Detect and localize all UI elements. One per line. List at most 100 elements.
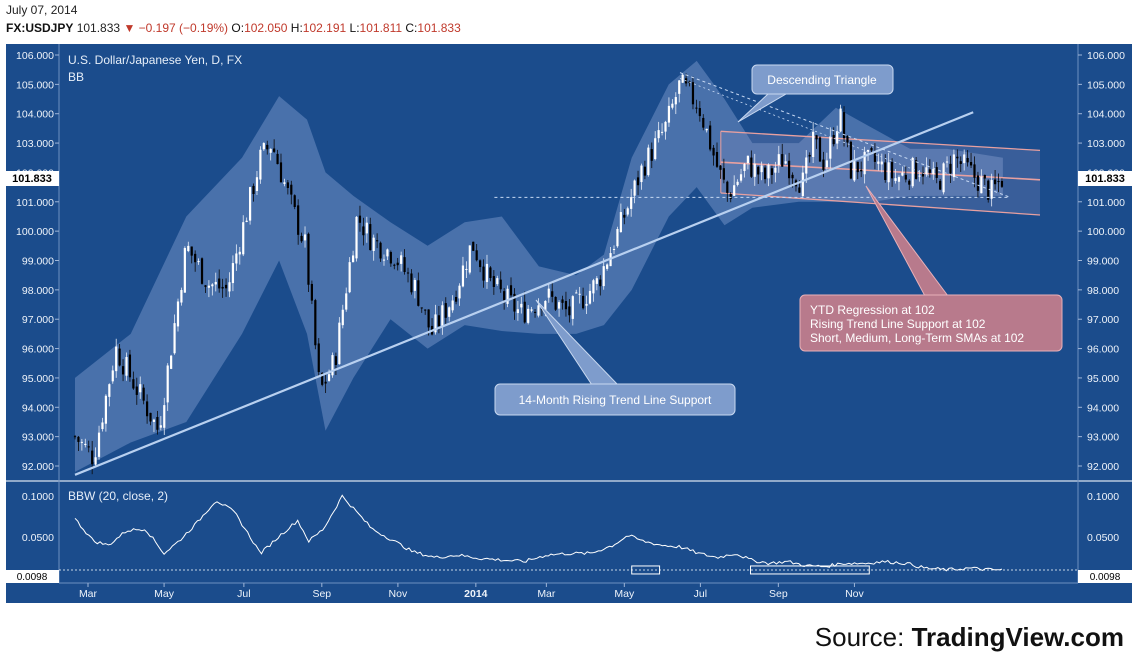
candle-body: [293, 195, 296, 208]
candle-body: [932, 169, 935, 175]
candle-body: [547, 288, 550, 298]
y-tick-label-left: 101.000: [16, 197, 54, 209]
candle-body: [822, 159, 825, 170]
candle-body: [784, 161, 787, 164]
candle-body: [533, 311, 537, 313]
candle-body: [554, 296, 557, 310]
candle-body: [321, 372, 324, 385]
candle-body: [757, 166, 760, 175]
candle-body: [818, 137, 822, 162]
candle-body: [626, 208, 629, 215]
candle-body: [417, 280, 420, 306]
candle-body: [91, 450, 94, 465]
candle-body: [400, 255, 403, 264]
candle-body: [681, 74, 684, 83]
callout-rising-trend[interactable]: 14-Month Rising Trend Line Support: [494, 299, 736, 416]
candle-body: [770, 168, 774, 176]
y-tick-label-right: 93.000: [1087, 432, 1119, 444]
symbol[interactable]: FX:USDJPY: [6, 21, 74, 35]
candle-body: [444, 303, 447, 318]
candle-body: [987, 180, 990, 200]
price-change: ▼ −0.197 (−0.19%): [123, 21, 229, 35]
candle-body: [362, 226, 365, 236]
candle-body: [125, 357, 128, 376]
y-tick-label-left: 99.000: [22, 256, 54, 268]
candle-body: [111, 370, 114, 382]
candle-body: [949, 163, 952, 174]
candle-body: [870, 148, 873, 151]
candle-body: [190, 246, 193, 256]
candle-body: [97, 432, 101, 457]
candle-body: [633, 180, 636, 196]
candle-body: [575, 292, 578, 294]
candle-body: [750, 157, 753, 177]
candle-body: [736, 181, 739, 185]
candle-body: [678, 80, 681, 94]
candle-body: [297, 205, 300, 235]
candle-body: [166, 365, 169, 403]
candle-body: [472, 241, 475, 251]
candle-body: [959, 161, 962, 164]
candle-body: [413, 279, 416, 291]
candle-body: [983, 174, 986, 179]
candle-body: [527, 308, 530, 323]
candle-body: [87, 446, 90, 448]
candle-body: [369, 224, 372, 251]
source-brand[interactable]: TradingView.com: [911, 622, 1124, 652]
candle-body: [915, 160, 918, 179]
candle-body: [424, 309, 427, 311]
y-tick-label-left: 96.000: [22, 344, 54, 356]
callout-descending-triangle[interactable]: Descending Triangle: [737, 64, 894, 123]
candle-body: [303, 234, 307, 241]
bbw-squeeze-box-2: [750, 565, 870, 575]
candle-body: [307, 233, 310, 285]
candle-body: [115, 346, 118, 372]
callout-ytd-regression[interactable]: YTD Regression at 102 Rising Trend Line …: [799, 185, 1063, 352]
x-tick-label: Nov: [389, 588, 408, 600]
y-tick-label-right: 105.000: [1087, 79, 1125, 91]
candle-body: [355, 216, 358, 259]
y-tick-label-right: 97.000: [1087, 314, 1119, 326]
candle-body: [334, 356, 338, 365]
candle-body: [829, 136, 832, 159]
candle-body: [338, 322, 341, 365]
candle-body: [231, 263, 235, 284]
candle-body: [592, 280, 595, 294]
candle-body: [904, 174, 907, 180]
candle-body: [94, 457, 97, 465]
candle-body: [925, 167, 928, 175]
candle-body: [513, 293, 516, 312]
candle-body: [894, 178, 897, 182]
bb-indicator-label[interactable]: BB: [68, 70, 84, 84]
high-value: 102.191: [302, 21, 347, 35]
candle-body: [602, 266, 605, 287]
candle-body: [908, 180, 911, 185]
candle-body: [200, 258, 204, 284]
bbw-tick-label-right: 0.0500: [1087, 532, 1119, 544]
candle-body: [221, 286, 224, 289]
candle-body: [331, 355, 334, 376]
candle-body: [379, 242, 382, 259]
lower-panel-title[interactable]: BBW (20, close, 2): [68, 489, 168, 503]
callout-ytd-line-1: YTD Regression at 102: [810, 303, 935, 317]
candle-body: [351, 255, 355, 263]
last-price: 101.833: [76, 21, 121, 35]
candle-body: [207, 285, 210, 288]
candle-body: [667, 105, 671, 123]
y-tick-label-right: 98.000: [1087, 285, 1119, 297]
candle-body: [458, 285, 461, 299]
candle-body: [980, 176, 983, 194]
candle-body: [763, 167, 767, 180]
candle-body: [537, 305, 540, 316]
candle-body: [976, 175, 980, 191]
candle-body: [657, 130, 660, 139]
candle-body: [743, 163, 746, 172]
bbw-line: [74, 494, 1003, 572]
candle-body: [310, 283, 313, 301]
candle-body: [238, 251, 241, 255]
candle-body: [358, 215, 362, 223]
candle-body: [760, 165, 763, 173]
candle-body: [897, 177, 901, 182]
candle-body: [128, 354, 132, 378]
